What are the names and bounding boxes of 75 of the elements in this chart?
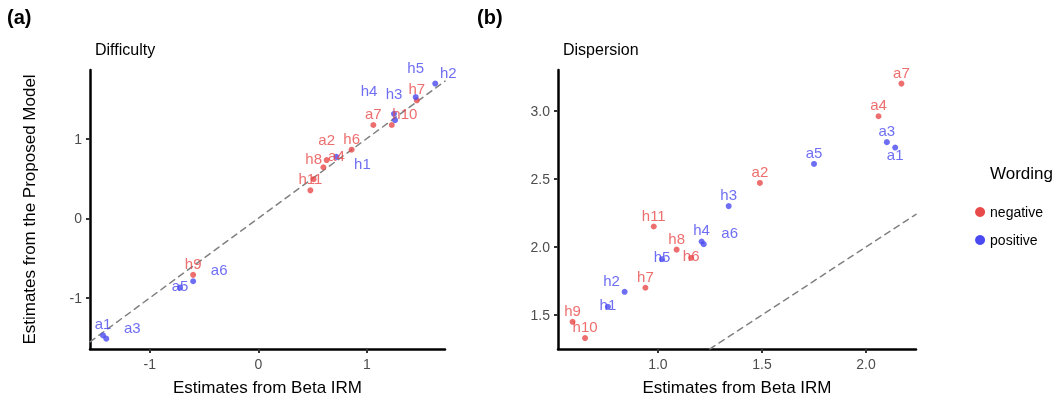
data-label: h3 [720,186,738,204]
point [370,122,377,128]
y-tick-label: 0 [74,210,83,227]
legend-title: Wording [990,164,1054,183]
y-tick-label: 3.0 [530,102,551,119]
data-label: a4 [328,147,345,165]
data-label: a5 [805,143,823,161]
data-label: a4 [870,96,887,114]
y-axis-title: Estimates from the Proposed Model [20,74,39,345]
data-label: h5 [653,248,671,266]
point [642,284,649,291]
x-tick-label: -1 [143,356,157,372]
point [348,146,355,153]
data-label: h6 [343,129,360,147]
y-tick-label: 1.5 [530,306,551,323]
chart-subtitle: Dispersion [563,40,639,58]
point [756,179,763,186]
legend-label: positive [990,232,1038,248]
data-label: h9 [184,254,202,272]
data-label: a7 [893,63,910,81]
data-label: h2 [439,63,457,81]
chart-title: (a) [7,6,32,28]
data-label: h3 [385,84,403,102]
x-tick-label: 1.0 [648,356,668,372]
y-tick-label: 1 [74,130,83,147]
y-tick-label: -1 [69,289,83,306]
data-label: a1 [886,145,904,163]
data-label: a6 [210,261,228,279]
data-label: h9 [564,301,581,319]
point [190,271,197,278]
data-label: h8 [305,150,322,168]
x-axis-title: Estimates from Beta IRM [173,378,362,397]
x-axis-title: Estimates from Beta IRM [642,378,832,397]
point [388,122,395,128]
data-label: h2 [603,271,620,289]
data-label: h6 [682,246,700,264]
data-label: h4 [360,82,378,100]
point [875,113,882,120]
point [725,203,732,210]
data-label: h5 [407,59,425,77]
point [582,335,589,342]
x-tick-label: 1.5 [752,356,772,372]
point [673,246,680,253]
data-label: h8 [668,229,685,247]
data-label: a2 [751,162,769,180]
point [883,139,890,146]
point [898,80,905,87]
data-label: h7 [408,80,426,98]
x-tick-label: 2.0 [856,356,876,372]
data-label: h1 [599,295,617,313]
data-label: h11 [641,206,666,224]
data-label: h1 [354,154,371,172]
data-label: a6 [721,224,739,242]
chart-subtitle: Difficulty [95,40,156,58]
point [811,160,818,167]
data-label: a3 [878,122,896,140]
data-label: a7 [365,105,382,122]
data-label: h4 [693,221,710,239]
chart-title: (b) [477,6,503,28]
point [190,278,197,285]
data-label: a1 [94,315,112,333]
y-tick-label: 2.0 [530,238,551,255]
legend-label: negative [990,204,1044,220]
point [307,187,314,194]
data-label: h7 [637,267,654,285]
point [320,164,327,171]
x-tick-label: 1 [362,356,371,372]
y-tick-label: 2.5 [530,170,551,187]
point [621,288,628,295]
x-tick-label: 0 [254,356,263,372]
point [432,80,439,87]
data-label: a3 [123,318,141,336]
data-label: a2 [318,131,336,149]
data-label: h10 [572,318,598,336]
data-label: a5 [171,276,189,294]
